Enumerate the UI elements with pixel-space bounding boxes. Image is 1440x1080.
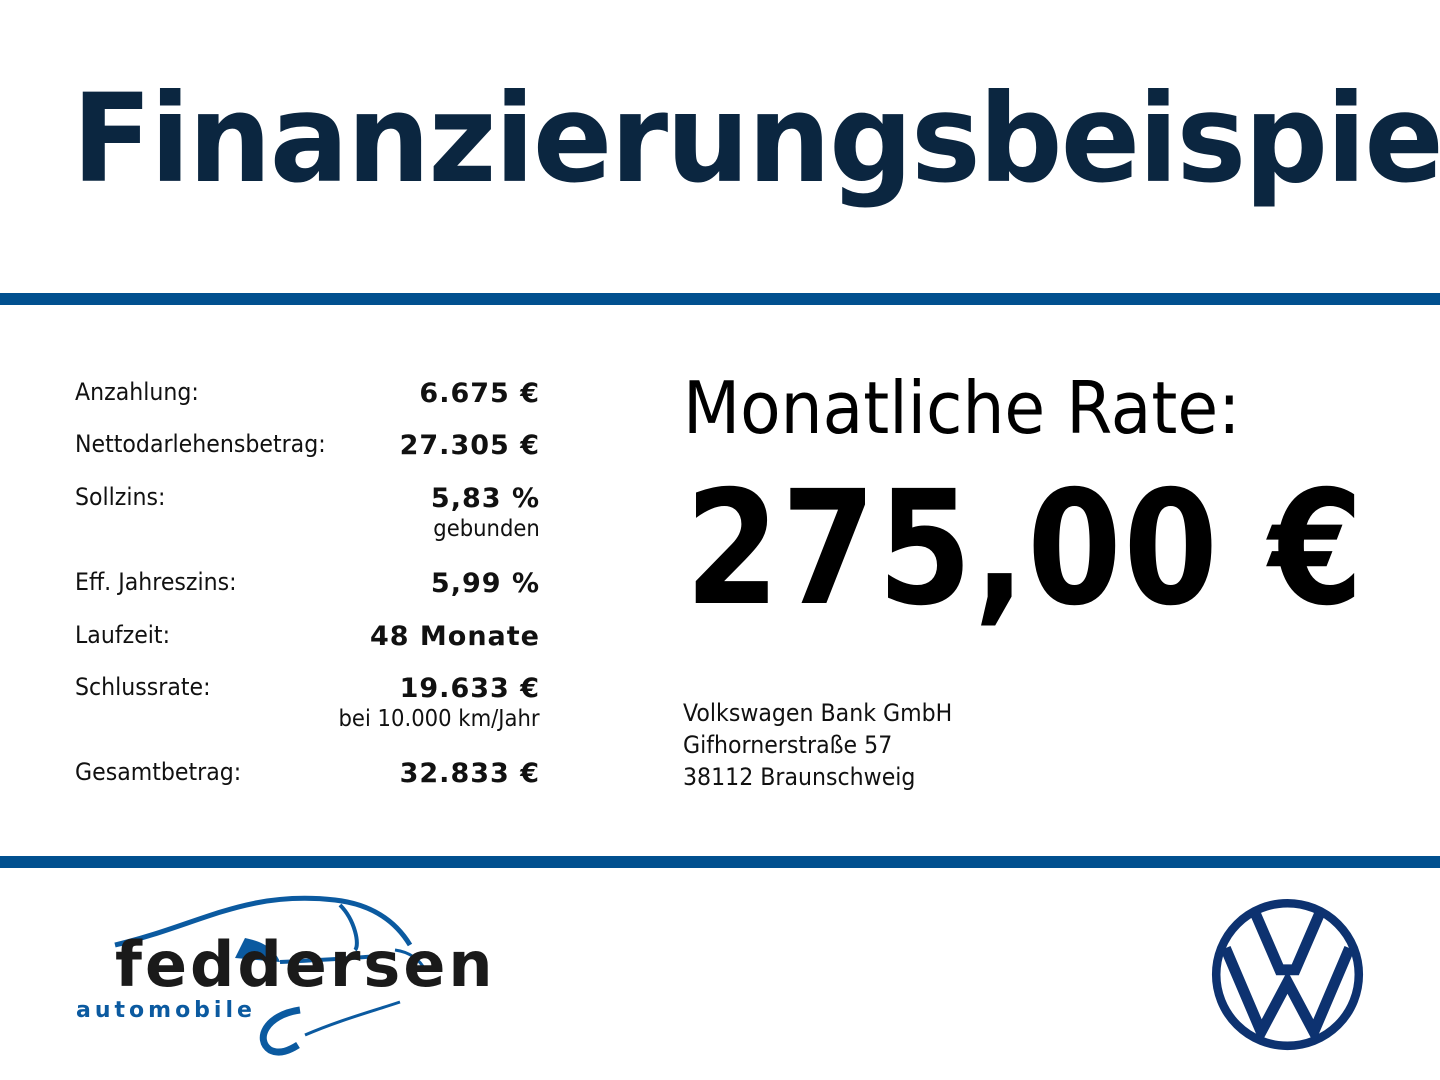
detail-row-sollzins: Sollzins: 5,83 % gebunden [75,483,540,568]
detail-row-eff-jahreszins: Eff. Jahreszins: 5,99 % [75,568,540,621]
financing-details: Anzahlung: 6.675 € Nettodarlehensbetrag:… [75,378,540,810]
detail-value: 27.305 € [399,430,540,461]
detail-value: 48 Monate [369,621,540,652]
detail-label: Schlussrate: [75,673,211,701]
detail-value: 5,99 % [430,568,540,599]
detail-row-nettodarlehensbetrag: Nettodarlehensbetrag: 27.305 € [75,430,540,483]
detail-subtext: bei 10.000 km/Jahr [338,706,540,732]
bank-street: Gifhornerstraße 57 [683,731,893,759]
dealer-name: feddersen [115,928,496,1001]
detail-row-gesamtbetrag: Gesamtbetrag: 32.833 € [75,758,540,810]
detail-label: Eff. Jahreszins: [75,568,237,596]
detail-subtext: gebunden [433,516,540,542]
monthly-rate-value: 275,00 € [685,457,1365,641]
detail-label: Anzahlung: [75,378,199,406]
vw-logo-icon [1210,897,1365,1052]
detail-label: Laufzeit: [75,621,171,649]
bank-city: 38112 Braunschweig [683,763,916,791]
bank-name: Volkswagen Bank GmbH [683,699,953,727]
bank-address: Volkswagen Bank GmbH Gifhornerstraße 57 … [683,697,952,793]
feddersen-logo: feddersen automobile [70,890,493,1060]
page-title: Finanzierungsbeispiel [72,68,1440,210]
detail-label: Sollzins: [75,483,166,511]
detail-row-schlussrate: Schlussrate: 19.633 € bei 10.000 km/Jahr [75,673,540,758]
detail-label: Nettodarlehensbetrag: [75,430,326,458]
detail-value: 5,83 % [430,483,540,514]
detail-value: 19.633 € [399,673,540,704]
monthly-rate-label: Monatliche Rate: [683,366,1241,450]
divider-top [0,293,1440,305]
dealer-subtitle: automobile [76,998,256,1023]
detail-value: 6.675 € [419,378,540,409]
detail-label: Gesamtbetrag: [75,758,242,786]
detail-row-laufzeit: Laufzeit: 48 Monate [75,621,540,673]
car-outline-icon [114,895,427,1056]
detail-value: 32.833 € [399,758,540,789]
divider-bottom [0,856,1440,868]
detail-row-anzahlung: Anzahlung: 6.675 € [75,378,540,430]
